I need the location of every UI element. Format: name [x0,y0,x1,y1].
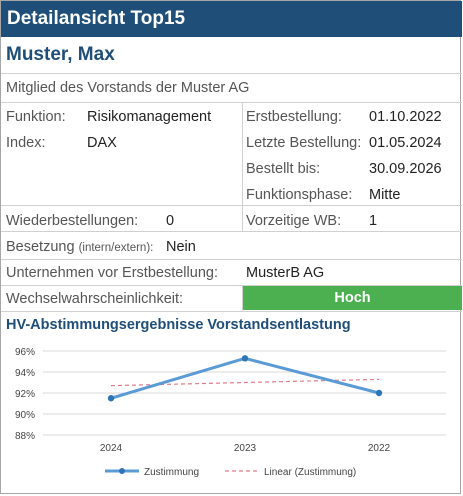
data-point [375,389,383,397]
erstbestellung-value: 01.10.2022 [369,109,442,125]
bestellt-bis-value: 30.09.2026 [369,161,442,177]
divider-vertical [242,285,243,311]
y-tick-label: 96% [15,347,35,358]
besetzung-label-text: Besetzung [6,239,75,255]
x-tick-label: 2023 [234,443,257,454]
divider [1,231,462,232]
y-tick-label: 94% [15,368,35,379]
funktionsphase-label: Funktionsphase: [246,187,353,203]
x-tick-label: 2024 [100,443,123,454]
y-tick-label: 88% [15,431,35,442]
chart-title: HV-Abstimmungsergebnisse Vorstandsentlas… [6,317,351,333]
header-bar: Detailansicht Top15 [1,1,462,37]
funktion-label: Funktion: [6,109,66,125]
vorzeitige-wb-value: 1 [369,213,378,229]
data-point [107,395,115,402]
data-point [241,355,249,362]
wiederbestellungen-value: 0 [166,213,175,229]
funktionsphase-value: Mitte [369,187,401,203]
wechselwahrscheinlichkeit-label: Wechselwahrscheinlichkeit: [6,291,184,307]
divider [1,259,462,260]
vorzeitige-wb-label: Vorzeitige WB: [246,213,342,229]
divider-vertical [242,205,243,231]
divider [1,205,462,206]
besetzung-label: Besetzung (intern/extern): [6,239,153,255]
person-name: Muster, Max [6,44,115,65]
wiederbestellungen-label: Wiederbestellungen: [6,213,139,229]
besetzung-value: Nein [166,239,196,255]
letzte-bestellung-label: Letzte Bestellung: [246,135,362,151]
legend-label-linear: Linear (Zustimmung) [264,467,356,478]
funktion-value: Risikomanagement [87,109,212,125]
unternehmen-label: Unternehmen vor Erstbestellung: [6,265,218,281]
divider [1,102,462,103]
erstbestellung-label: Erstbestellung: [246,109,342,125]
legend-label-zustimmung: Zustimmung [144,467,199,478]
y-tick-label: 92% [15,389,35,400]
person-subtitle: Mitglied des Vorstands der Muster AG [6,80,250,96]
x-tick-label: 2022 [368,443,391,454]
series-line-zustimmung [110,356,380,400]
divider [1,73,462,74]
besetzung-hint: (intern/extern): [78,242,154,254]
unternehmen-value: MusterB AG [246,265,325,281]
bestellt-bis-label: Bestellt bis: [246,161,321,177]
legend-marker-zustimmung [119,468,125,474]
y-tick-label: 90% [15,410,35,421]
wechselwahrscheinlichkeit-badge: Hoch [243,286,462,310]
index-value: DAX [87,135,117,151]
index-label: Index: [6,135,46,151]
divider [1,311,462,312]
vote-results-chart: 88% 90% 92% 94% 96% 2024 2023 2022 Zustimmung Lin… [15,347,446,478]
divider [1,285,462,286]
page-title: Detailansicht Top15 [7,8,186,29]
divider-vertical [242,102,243,205]
letzte-bestellung-value: 01.05.2024 [369,135,442,151]
